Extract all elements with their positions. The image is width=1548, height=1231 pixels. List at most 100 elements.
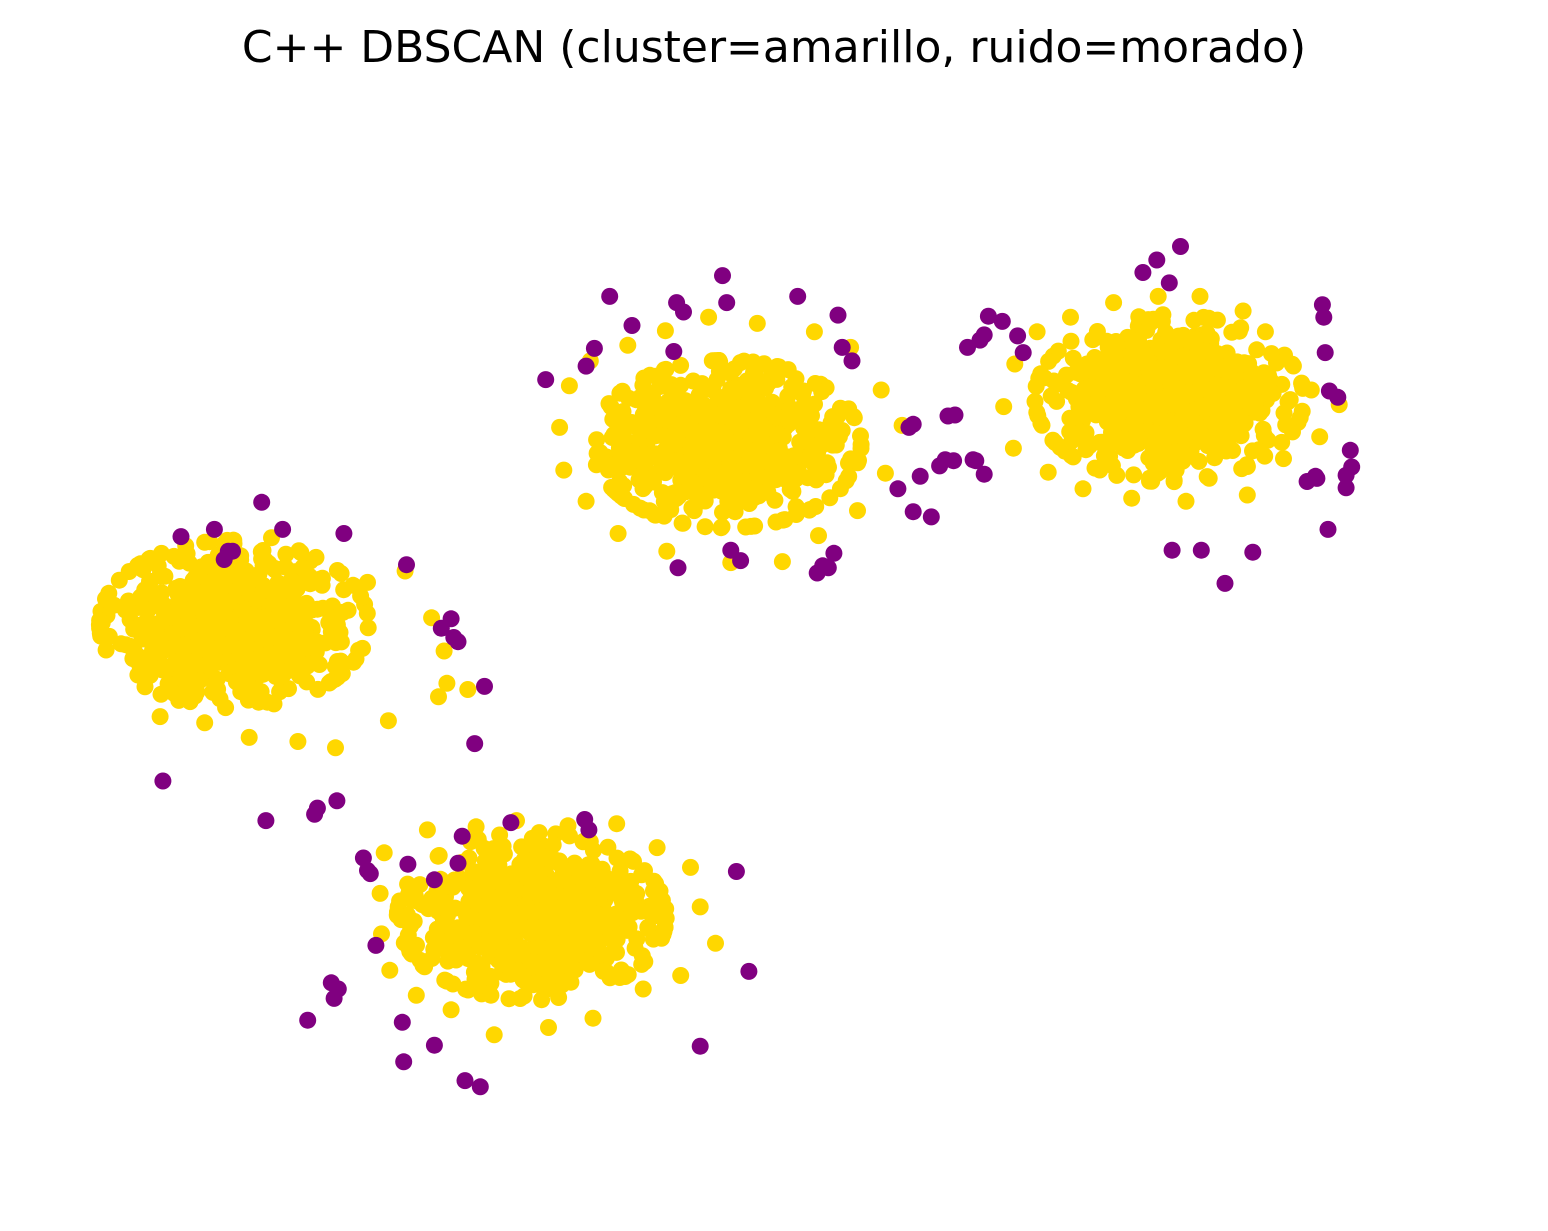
- noise-point: [399, 855, 417, 873]
- cluster-point: [708, 474, 726, 492]
- cluster-point: [269, 574, 287, 592]
- cluster-point: [548, 852, 565, 869]
- cluster-point: [608, 815, 626, 833]
- noise-point: [718, 294, 736, 312]
- cluster-point: [1208, 430, 1226, 448]
- cluster-point: [1137, 346, 1155, 364]
- cluster-point: [746, 489, 763, 506]
- noise-point: [975, 326, 993, 344]
- noise-point: [442, 610, 460, 628]
- cluster-point: [352, 587, 370, 605]
- cluster-point: [696, 518, 714, 536]
- cluster-point: [490, 888, 508, 906]
- noise-point: [808, 564, 826, 582]
- cluster-point: [250, 565, 268, 583]
- cluster-point: [619, 336, 637, 354]
- noise-point: [732, 552, 750, 570]
- cluster-point: [559, 817, 577, 835]
- cluster-point: [560, 377, 578, 395]
- cluster-point: [294, 559, 312, 577]
- cluster-point: [530, 824, 548, 842]
- noise-point: [1134, 264, 1152, 281]
- cluster-point: [1255, 427, 1273, 444]
- cluster-point: [663, 457, 681, 475]
- cluster-point: [742, 517, 760, 535]
- cluster-point: [533, 991, 551, 1009]
- cluster-point: [551, 418, 569, 436]
- noise-point: [1244, 543, 1262, 561]
- noise-point: [577, 357, 595, 375]
- noise-point: [1341, 441, 1359, 459]
- cluster-point: [225, 633, 243, 651]
- cluster-point: [526, 974, 544, 992]
- cluster-point: [141, 549, 159, 567]
- cluster-point: [500, 899, 518, 917]
- cluster-point: [588, 431, 606, 449]
- cluster-point: [609, 525, 627, 542]
- noise-point: [669, 559, 687, 577]
- cluster-point: [446, 899, 464, 917]
- cluster-point: [1149, 287, 1167, 305]
- cluster-point: [252, 683, 270, 701]
- cluster-point: [830, 428, 848, 446]
- cluster-point: [153, 613, 170, 631]
- cluster-point: [217, 619, 235, 637]
- cluster-point: [650, 426, 668, 444]
- noise-point: [975, 465, 993, 483]
- noise-point: [537, 371, 555, 389]
- cluster-point: [308, 633, 326, 651]
- cluster-point: [1062, 308, 1079, 326]
- cluster-point: [220, 593, 238, 611]
- cluster-point: [446, 871, 463, 889]
- cluster-point: [591, 444, 609, 462]
- cluster-point: [631, 499, 649, 517]
- cluster-point: [544, 836, 562, 854]
- cluster-point: [381, 961, 399, 979]
- noise-point: [395, 1053, 413, 1071]
- cluster-point: [254, 542, 272, 559]
- cluster-point: [831, 480, 849, 498]
- cluster-point: [402, 945, 420, 963]
- cluster-point: [1206, 415, 1224, 432]
- noise-point: [789, 287, 807, 305]
- cluster-point: [1027, 377, 1045, 395]
- noise-point: [904, 415, 922, 433]
- cluster-point: [602, 398, 620, 416]
- noise-point: [580, 821, 598, 839]
- cluster-point: [639, 918, 657, 936]
- noise-point: [1329, 388, 1347, 406]
- noise-point: [922, 508, 940, 526]
- cluster-point: [289, 733, 307, 750]
- cluster-point: [1279, 393, 1297, 411]
- cluster-point: [260, 629, 278, 647]
- noise-point: [979, 307, 997, 325]
- cluster-point: [580, 856, 598, 874]
- cluster-point: [635, 394, 653, 412]
- cluster-point: [142, 646, 160, 664]
- cluster-point: [1275, 450, 1292, 468]
- cluster-point: [656, 322, 674, 340]
- cluster-point: [805, 323, 823, 341]
- cluster-point: [260, 555, 278, 573]
- cluster-point: [296, 622, 314, 640]
- cluster-point: [1124, 333, 1142, 351]
- cluster-point: [202, 639, 219, 657]
- cluster-point: [1191, 287, 1209, 305]
- cluster-point: [803, 407, 820, 425]
- cluster-point: [1234, 302, 1252, 320]
- cluster-point: [768, 442, 786, 460]
- cluster-point: [323, 628, 341, 646]
- cluster-point: [770, 358, 788, 376]
- noise-point: [1313, 296, 1331, 314]
- cluster-point: [270, 592, 287, 610]
- cluster-point: [794, 386, 812, 403]
- cluster-point: [1071, 404, 1089, 421]
- cluster-point: [307, 548, 325, 566]
- cluster-point: [540, 1019, 557, 1036]
- noise-point: [453, 827, 471, 845]
- noise-point: [889, 480, 907, 498]
- cluster-point: [125, 620, 143, 638]
- cluster-point: [545, 898, 562, 916]
- cluster-point: [1223, 323, 1241, 341]
